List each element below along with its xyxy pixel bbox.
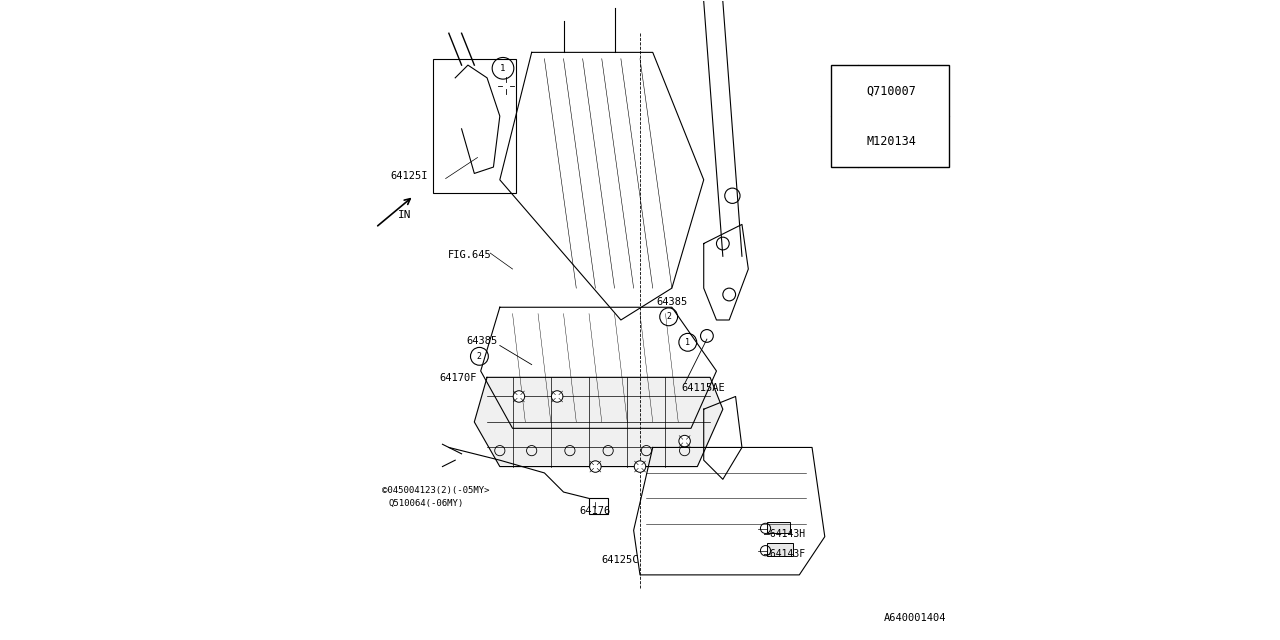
Circle shape xyxy=(513,391,525,402)
Text: 2: 2 xyxy=(842,137,847,146)
Circle shape xyxy=(590,461,602,472)
Circle shape xyxy=(717,237,730,250)
Text: 1: 1 xyxy=(842,86,847,95)
Text: 2: 2 xyxy=(477,352,481,361)
Text: IN: IN xyxy=(398,210,411,220)
Text: 64385: 64385 xyxy=(655,298,687,307)
Circle shape xyxy=(678,435,690,447)
FancyBboxPatch shape xyxy=(768,522,790,534)
Text: 64115AE: 64115AE xyxy=(681,383,726,394)
Text: 64170F: 64170F xyxy=(439,372,476,383)
Text: A640001404: A640001404 xyxy=(883,612,946,623)
Text: Q710007: Q710007 xyxy=(867,84,916,97)
Circle shape xyxy=(700,330,713,342)
Polygon shape xyxy=(475,378,723,467)
Text: 1: 1 xyxy=(500,64,506,73)
Circle shape xyxy=(724,188,740,204)
Text: 64125C: 64125C xyxy=(602,556,639,565)
Text: 64385: 64385 xyxy=(467,336,498,346)
Text: 1: 1 xyxy=(685,338,690,347)
Text: —64143H: —64143H xyxy=(764,529,805,539)
Circle shape xyxy=(552,391,563,402)
Text: M120134: M120134 xyxy=(867,135,916,148)
Text: Q510064(-06MY): Q510064(-06MY) xyxy=(388,499,463,508)
Text: FIG.645: FIG.645 xyxy=(448,250,492,260)
Text: 64176: 64176 xyxy=(580,506,611,516)
FancyBboxPatch shape xyxy=(831,65,948,167)
Circle shape xyxy=(723,288,736,301)
FancyBboxPatch shape xyxy=(768,543,792,556)
Text: 64125I: 64125I xyxy=(390,170,428,180)
Text: —64143F: —64143F xyxy=(764,549,805,559)
Circle shape xyxy=(635,461,645,472)
Text: 2: 2 xyxy=(666,312,671,321)
Text: ©045004123(2)(-05MY>: ©045004123(2)(-05MY> xyxy=(381,486,489,495)
